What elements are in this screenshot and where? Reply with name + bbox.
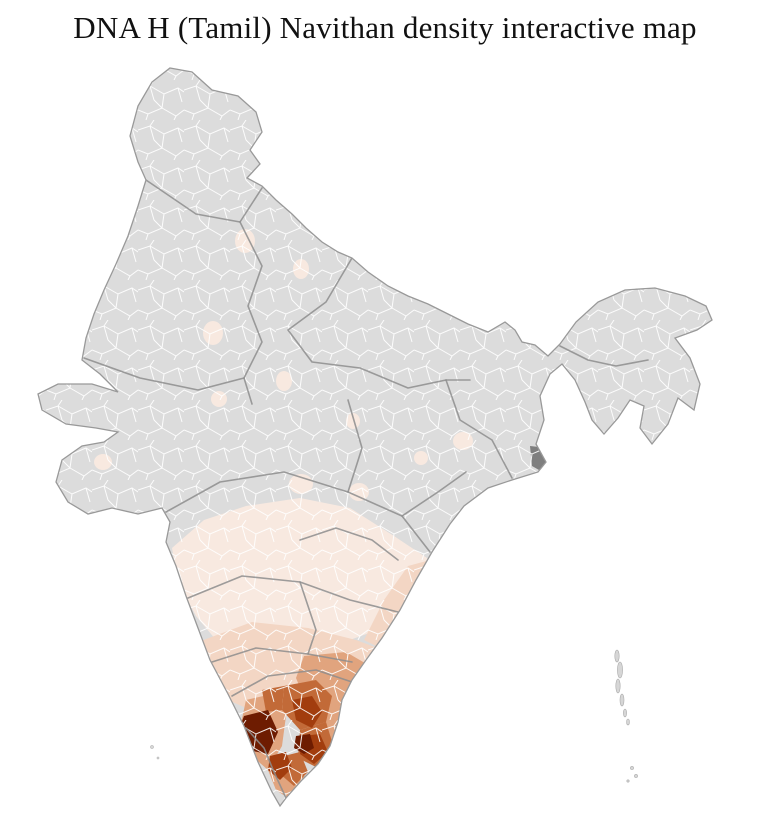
state-borders [83, 179, 649, 799]
island[interactable] [617, 661, 623, 679]
state-border-line [231, 669, 353, 697]
island[interactable] [615, 678, 621, 694]
island[interactable] [623, 708, 627, 718]
island[interactable] [626, 718, 630, 726]
state-border-line [145, 179, 263, 223]
state-border-line [83, 357, 253, 405]
island[interactable] [150, 745, 154, 749]
map-title: DNA H (Tamil) Navithan density interacti… [73, 10, 697, 45]
andaman-nicobar-islands[interactable] [614, 649, 638, 783]
island[interactable] [614, 649, 620, 663]
state-border-line [445, 379, 513, 479]
state-border-line [559, 345, 649, 367]
state-border-line [287, 257, 471, 389]
state-border-line [211, 647, 353, 663]
state-border-line [347, 399, 363, 493]
state-border-line [401, 471, 467, 517]
state-border-line [165, 471, 431, 553]
state-border-line [245, 727, 287, 799]
island[interactable] [634, 774, 638, 778]
state-border-line [299, 581, 317, 655]
state-border-line [299, 527, 399, 561]
island[interactable] [630, 766, 634, 770]
island[interactable] [626, 779, 630, 783]
island[interactable] [619, 693, 625, 707]
state-border-line [239, 221, 263, 379]
lakshadweep-islands[interactable] [150, 745, 160, 760]
island[interactable] [156, 756, 160, 760]
